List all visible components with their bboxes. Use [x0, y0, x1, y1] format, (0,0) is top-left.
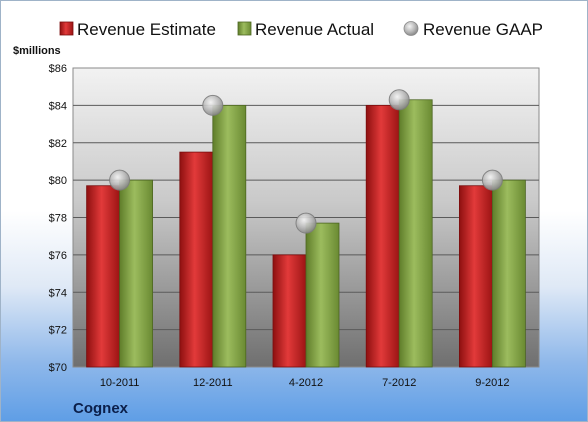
legend-item-gaap: Revenue GAAP — [403, 20, 543, 39]
y-tick-label: $82 — [49, 138, 67, 150]
bar-revenue-estimate — [365, 104, 400, 368]
y-axis-label: $millions — [13, 45, 61, 57]
legend-swatch-actual — [237, 21, 252, 36]
y-tick-label: $72 — [49, 325, 67, 337]
company-name: Cognex — [73, 400, 129, 417]
y-tick-label: $80 — [49, 175, 67, 187]
bar-revenue-actual — [305, 222, 340, 368]
bar-revenue-estimate — [458, 185, 493, 368]
y-tick-label: $78 — [49, 213, 67, 225]
marker-revenue-gaap — [295, 212, 317, 234]
x-tick-label: 12-2011 — [193, 377, 233, 389]
y-tick-label: $74 — [49, 287, 67, 299]
y-tick-label: $86 — [49, 63, 67, 75]
x-tick-label: 10-2011 — [100, 377, 140, 389]
legend-label-estimate: Revenue Estimate — [77, 20, 216, 39]
y-tick-label: $76 — [49, 250, 67, 262]
y-axis-ticks: $70 $72 $74 $76 $78 $80 $82 $84 $86 — [49, 63, 67, 374]
bar-revenue-actual — [398, 99, 433, 368]
legend-item-estimate: Revenue Estimate — [59, 20, 216, 39]
x-axis-ticks: 10-2011 12-2011 4-2012 7-2012 9-2012 — [100, 377, 510, 389]
gaap-markers — [109, 89, 503, 234]
marker-revenue-gaap — [109, 169, 131, 191]
bar-revenue-actual — [212, 104, 247, 368]
x-tick-label: 4-2012 — [289, 377, 323, 389]
legend: Revenue Estimate Revenue Actual Revenue … — [59, 20, 543, 39]
marker-revenue-gaap — [202, 94, 224, 116]
bar-revenue-estimate — [86, 185, 120, 368]
bar-revenue-actual — [119, 179, 153, 368]
y-tick-label: $84 — [49, 100, 67, 112]
legend-label-actual: Revenue Actual — [255, 20, 374, 39]
legend-swatch-estimate — [59, 21, 74, 36]
x-tick-label: 7-2012 — [382, 377, 416, 389]
bar-revenue-estimate — [179, 151, 214, 368]
bar-revenue-estimate — [272, 254, 307, 368]
marker-revenue-gaap — [388, 89, 410, 111]
marker-revenue-gaap — [481, 169, 503, 191]
bar-revenue-actual — [491, 179, 526, 368]
legend-label-gaap: Revenue GAAP — [423, 20, 543, 39]
legend-swatch-gaap — [403, 21, 419, 36]
bars — [86, 99, 526, 368]
legend-item-actual: Revenue Actual — [237, 20, 374, 39]
x-tick-label: 9-2012 — [475, 377, 509, 389]
y-tick-label: $70 — [49, 362, 67, 374]
